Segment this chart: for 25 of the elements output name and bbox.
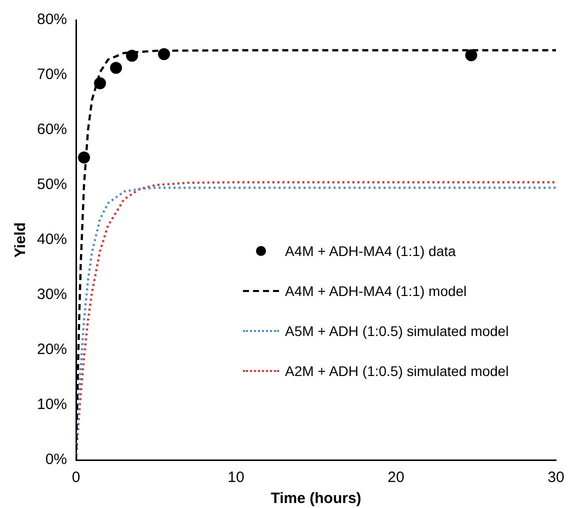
y-tick-label: 20% xyxy=(36,341,68,358)
x-tick-label: 20 xyxy=(388,469,404,486)
x-tick-label: 30 xyxy=(548,469,564,486)
x-tick-label: 0 xyxy=(72,469,80,486)
legend-label: A4M + ADH-MA4 (1:1) data xyxy=(285,243,456,259)
point xyxy=(110,62,122,74)
legend-label: A4M + ADH-MA4 (1:1) model xyxy=(285,283,467,299)
y-tick-label: 60% xyxy=(36,121,68,138)
x-axis-title: Time (hours) xyxy=(270,490,362,508)
y-tick-label: 70% xyxy=(36,66,68,84)
y-tick-label: 30% xyxy=(36,286,68,304)
point xyxy=(126,50,138,62)
point xyxy=(94,77,106,90)
y-tick-label: 40% xyxy=(36,231,68,248)
legend-label: A5M + ADH (1:0.5) simulated model xyxy=(285,323,509,339)
x-tick-label: 10 xyxy=(228,469,244,486)
y-tick-label: 50% xyxy=(36,176,68,194)
y-axis-title: Yield xyxy=(12,222,30,258)
y-tick-label: 80% xyxy=(36,11,68,28)
point xyxy=(158,48,170,60)
y-tick-label: 0% xyxy=(45,451,68,468)
y-tick-label: 10% xyxy=(36,396,68,414)
point xyxy=(465,49,478,62)
point xyxy=(78,152,90,164)
legend-label: A2M + ADH (1:0.5) simulated model xyxy=(285,363,509,379)
